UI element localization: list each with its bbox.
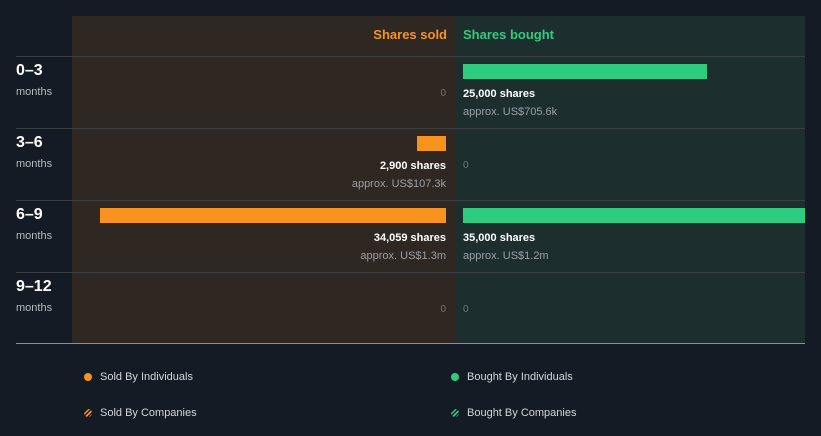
sold-companies-swatch-icon (84, 409, 92, 417)
sold-shares-label: 2,900 shares (379, 160, 446, 172)
sold-value-label: approx. US$107.3k (351, 178, 446, 190)
sold-value-label: approx. US$1.3m (360, 250, 446, 262)
bought-individuals-swatch-icon (451, 373, 459, 381)
period-unit-label: months (16, 86, 53, 98)
row-divider (16, 272, 805, 273)
bought-value-label: approx. US$1.2m (463, 250, 549, 262)
legend-label: Bought By Individuals (467, 371, 573, 383)
period-label: 6–9 (16, 206, 43, 223)
row-divider (16, 56, 805, 57)
period-unit-label: months (16, 302, 53, 314)
bought-shares-label: 25,000 shares (463, 88, 536, 100)
legend-label: Sold By Individuals (100, 371, 193, 383)
legend-label: Bought By Companies (467, 407, 577, 419)
period-unit-label: months (16, 230, 53, 242)
period-unit-label: months (16, 158, 53, 170)
bought-value-label: approx. US$705.6k (463, 106, 558, 118)
period-label: 9–12 (16, 278, 52, 295)
chart-bottom-axis (16, 343, 805, 344)
period-label: 0–3 (16, 62, 43, 79)
legend-item-sold-individuals: Sold By Individuals (84, 370, 193, 384)
row-divider (16, 128, 805, 129)
sold-bar (416, 136, 446, 151)
sold-bar (99, 208, 446, 223)
bought-zero-label: 0 (463, 160, 469, 171)
bought-bar (463, 64, 708, 79)
legend-item-bought-companies: Bought By Companies (451, 406, 576, 420)
bought-zero-label: 0 (463, 304, 469, 315)
sold-shares-label: 34,059 shares (373, 232, 446, 244)
legend-item-bought-individuals: Bought By Individuals (451, 370, 573, 384)
bought-shares-label: 35,000 shares (463, 232, 536, 244)
shares-sold-panel (72, 16, 455, 343)
bought-companies-swatch-icon (451, 409, 459, 417)
sold-zero-label: 0 (440, 304, 446, 315)
sold-zero-label: 0 (440, 88, 446, 99)
legend-label: Sold By Companies (100, 407, 197, 419)
legend-item-sold-companies: Sold By Companies (84, 406, 197, 420)
sold-individuals-swatch-icon (84, 373, 92, 381)
row-divider (16, 200, 805, 201)
shares-bought-header: Shares bought (463, 27, 555, 42)
period-label: 3–6 (16, 134, 43, 151)
bought-bar (463, 208, 805, 223)
shares-sold-header: Shares sold (373, 27, 447, 42)
